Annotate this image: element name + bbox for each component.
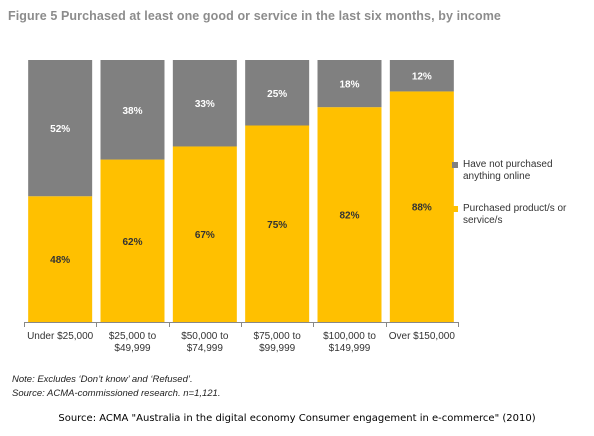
x-tick-label-3: $75,000 to $99,999 xyxy=(254,331,302,354)
bar-purchased-4 xyxy=(317,107,382,322)
data-label-purchased-3: 75% xyxy=(267,220,287,231)
legend-label-not-purchased: Have not purchased anything online xyxy=(463,159,553,182)
bar-purchased-0 xyxy=(28,196,93,322)
note-exclusions: Note: Excludes ‘Don’t know’ and ‘Refused… xyxy=(12,374,193,385)
stacked-bar-chart: 48% 52% Under $25,000 62% 38% $25,000 to $49,9… xyxy=(24,60,459,354)
bar-not-purchased-4 xyxy=(317,60,382,108)
data-label-not-purchased-3: 25% xyxy=(267,89,287,100)
bar-not-purchased-2 xyxy=(172,60,237,147)
x-tick-label-5: Over $150,000 xyxy=(389,331,456,342)
legend-swatch-not-purchased xyxy=(452,162,458,168)
bar-purchased-1 xyxy=(100,159,165,322)
bar-not-purchased-1 xyxy=(100,60,165,160)
data-label-not-purchased-2: 33% xyxy=(195,99,215,110)
data-label-not-purchased-5: 12% xyxy=(412,72,432,83)
data-label-not-purchased-4: 18% xyxy=(339,80,359,91)
source-caption: Source: ACMA "Australia in the digital e… xyxy=(58,413,536,424)
data-label-purchased-0: 48% xyxy=(50,255,70,266)
x-tick-label-2: $50,000 to $74,999 xyxy=(181,331,229,354)
data-label-purchased-1: 62% xyxy=(122,237,142,248)
x-tick-label-0: Under $25,000 xyxy=(27,331,94,342)
bar-not-purchased-3 xyxy=(245,60,310,126)
legend-label-purchased: Purchased product/s or service/s xyxy=(463,203,567,226)
data-label-purchased-4: 82% xyxy=(339,211,359,222)
bar-not-purchased-0 xyxy=(28,60,93,197)
data-label-not-purchased-1: 38% xyxy=(122,106,142,117)
x-tick-label-1: $25,000 to $49,999 xyxy=(109,331,157,354)
legend-item-purchased: Purchased product/s or service/s xyxy=(452,203,592,227)
data-label-not-purchased-0: 52% xyxy=(50,124,70,135)
chart-title: Figure 5 Purchased at least one good or … xyxy=(8,9,501,23)
legend-item-not-purchased: Have not purchased anything online xyxy=(452,159,592,183)
bar-purchased-3 xyxy=(245,125,310,322)
bar-purchased-5 xyxy=(389,91,454,322)
bar-not-purchased-5 xyxy=(389,60,454,92)
data-label-purchased-5: 88% xyxy=(412,203,432,214)
x-tick-label-4: $100,000 to $149,999 xyxy=(323,331,376,354)
data-label-purchased-2: 67% xyxy=(195,230,215,241)
legend: Have not purchased anything online Purcha… xyxy=(452,159,592,247)
note-sample-source: Source: ACMA-commissioned research. n=1,… xyxy=(12,388,221,399)
chart-notes: Note: Excludes ‘Don’t know’ and ‘Refused… xyxy=(12,373,220,401)
legend-swatch-purchased xyxy=(452,206,458,212)
bar-purchased-2 xyxy=(172,146,237,322)
